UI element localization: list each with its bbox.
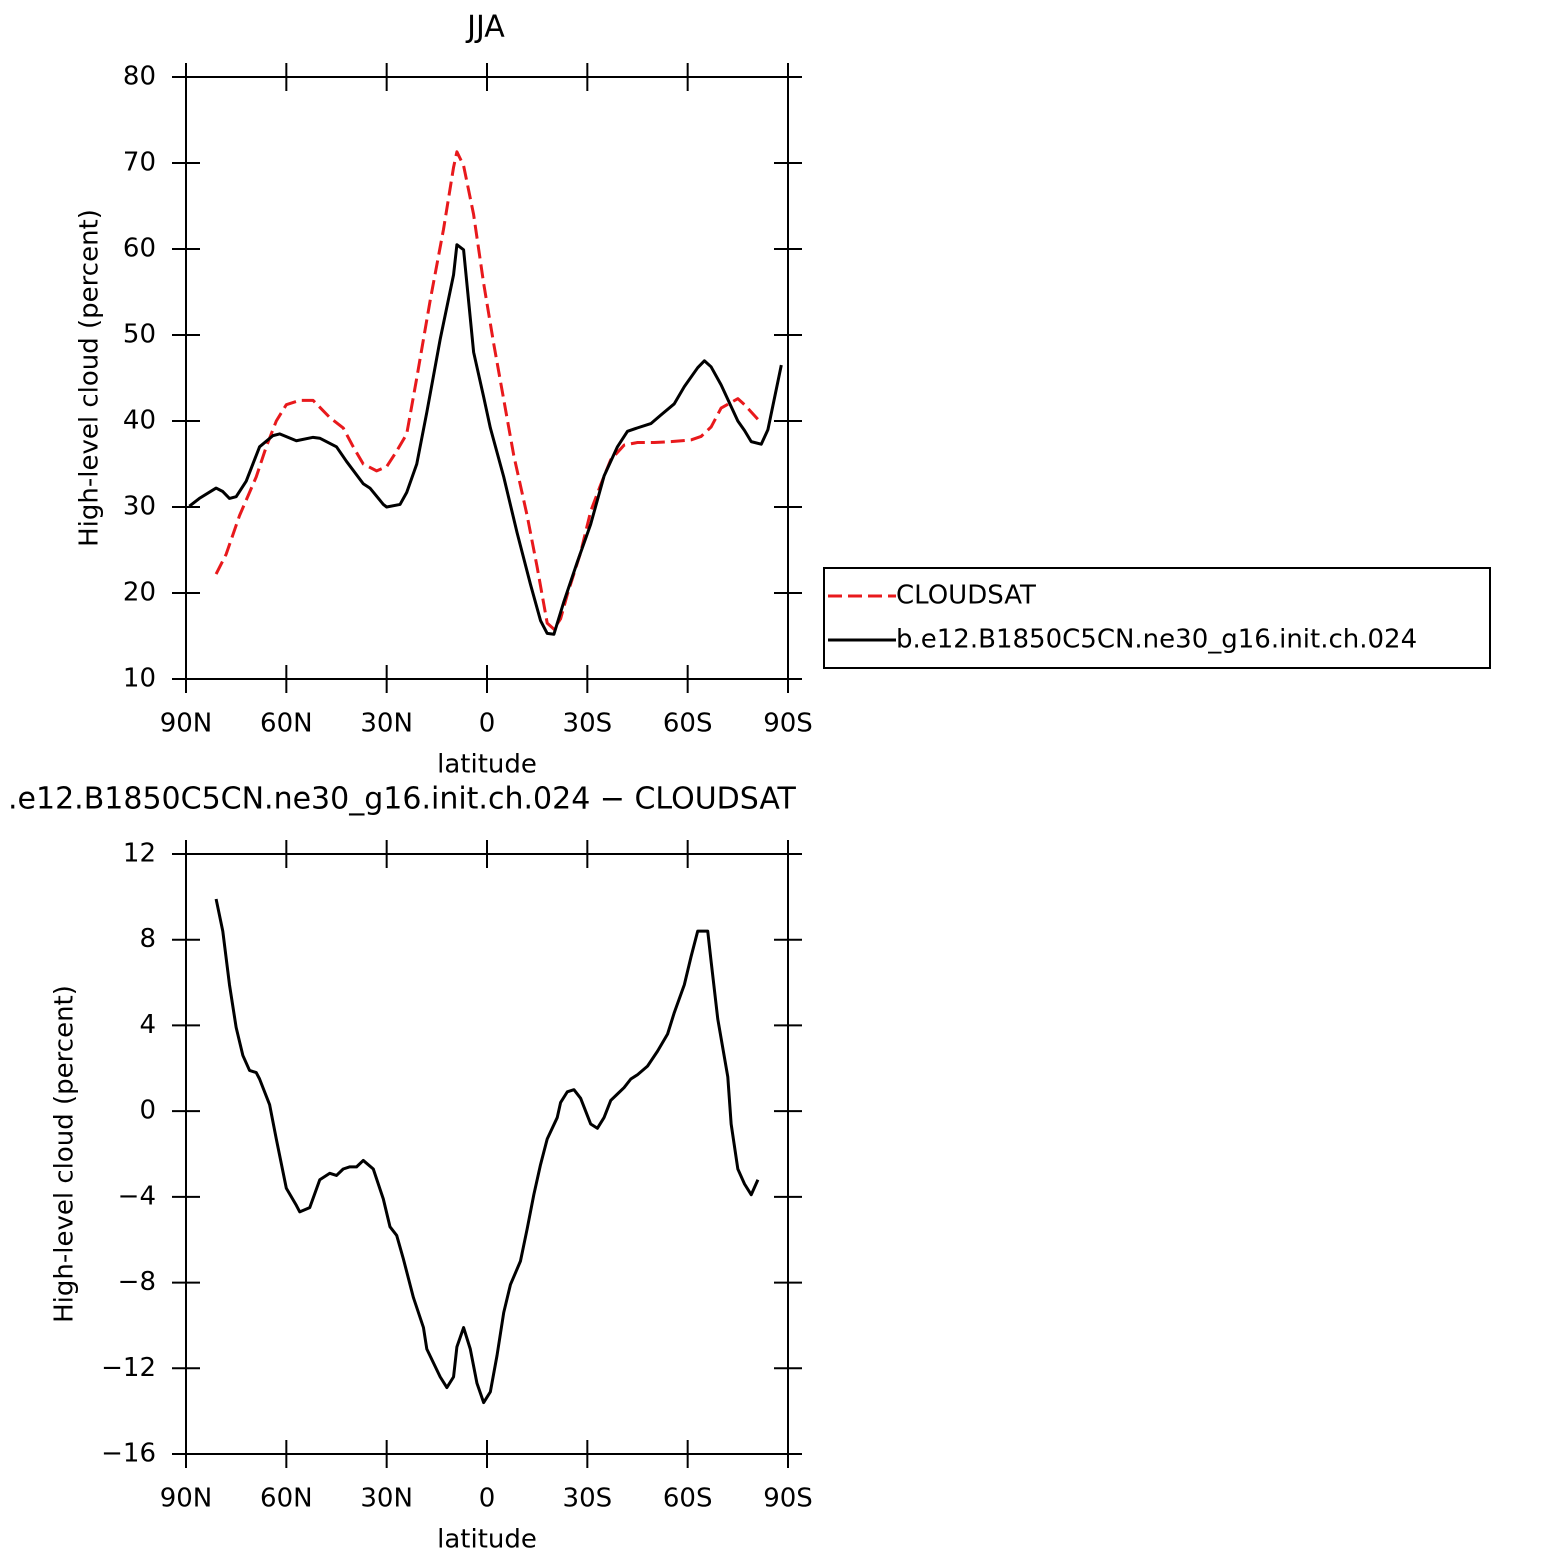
- chart-title: .e12.B1850C5CN.ne30_g16.init.ch.024 − CL…: [8, 782, 797, 817]
- data-line: [214, 150, 760, 631]
- x-axis-label: latitude: [437, 750, 537, 780]
- y-tick-label: 50: [123, 320, 156, 350]
- x-axis-label: latitude: [437, 1525, 537, 1555]
- x-tick-label: 30S: [563, 1484, 613, 1514]
- y-tick-label: 12: [123, 839, 156, 869]
- y-tick-label: 40: [123, 406, 156, 436]
- x-tick-label: 60N: [260, 709, 313, 739]
- legend-label: b.e12.B1850C5CN.ne30_g16.init.ch.024: [896, 625, 1417, 655]
- chart-title: JJA: [465, 10, 505, 45]
- y-tick-label: 4: [139, 1010, 156, 1040]
- x-tick-label: 60S: [663, 1484, 713, 1514]
- legend-label: CLOUDSAT: [896, 581, 1036, 611]
- y-tick-label: 70: [123, 148, 156, 178]
- data-line: [214, 898, 760, 1405]
- x-tick-label: 30N: [360, 709, 413, 739]
- plot-frame: [185, 853, 789, 1455]
- y-tick-label: −16: [101, 1439, 156, 1469]
- x-tick-label: 60N: [260, 1484, 313, 1514]
- y-tick-label: 60: [123, 234, 156, 264]
- x-tick-label: 90N: [160, 1484, 213, 1514]
- x-tick-label: 90N: [160, 709, 213, 739]
- data-line: [188, 243, 783, 636]
- plot-frame: [185, 76, 789, 680]
- x-tick-label: 0: [479, 709, 496, 739]
- y-tick-label: −4: [118, 1181, 156, 1211]
- y-tick-label: −8: [118, 1267, 156, 1297]
- y-tick-label: 80: [123, 62, 156, 92]
- y-axis-label: High-level cloud (percent): [50, 985, 80, 1323]
- legend-box: [823, 567, 1491, 669]
- y-tick-label: 30: [123, 492, 156, 522]
- y-tick-label: 10: [123, 664, 156, 694]
- y-tick-label: 8: [139, 924, 156, 954]
- y-tick-label: 0: [139, 1096, 156, 1126]
- x-tick-label: 30N: [360, 1484, 413, 1514]
- x-tick-label: 90S: [763, 1484, 813, 1514]
- y-tick-label: 20: [123, 578, 156, 608]
- x-tick-label: 60S: [663, 709, 713, 739]
- x-tick-label: 30S: [563, 709, 613, 739]
- y-tick-label: −12: [101, 1353, 156, 1383]
- x-tick-label: 90S: [763, 709, 813, 739]
- y-axis-label: High-level cloud (percent): [75, 209, 105, 547]
- x-tick-label: 0: [479, 1484, 496, 1514]
